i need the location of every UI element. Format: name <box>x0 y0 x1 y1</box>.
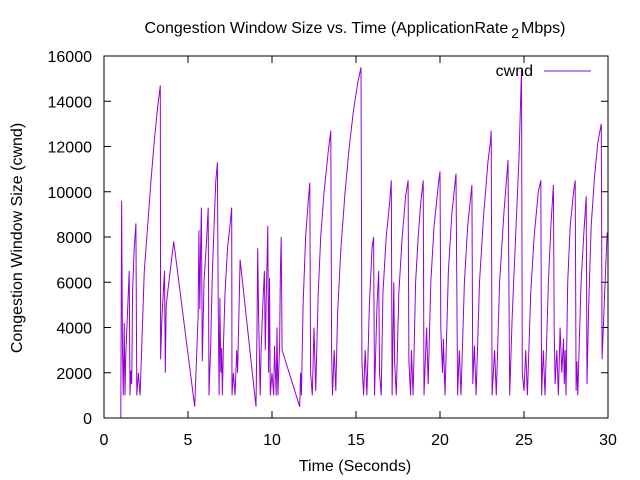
y-tick-label: 4000 <box>56 321 92 338</box>
x-tick-label: 20 <box>431 432 449 449</box>
y-tick-label: 14000 <box>48 94 93 111</box>
x-tick-label: 15 <box>347 432 365 449</box>
legend: cwnd <box>496 63 591 80</box>
x-tick-label: 10 <box>263 432 281 449</box>
chart-title-subscript: 2 <box>511 25 519 41</box>
series-line-cwnd <box>120 67 608 419</box>
y-tick-label: 12000 <box>48 140 93 157</box>
y-tick-label: 0 <box>83 411 92 428</box>
y-tick-label: 8000 <box>56 230 92 247</box>
chart-title: Congestion Window Size vs. Time (Applica… <box>145 20 566 41</box>
x-axis-label: Time (Seconds) <box>299 458 411 475</box>
y-tick-label: 16000 <box>48 49 93 66</box>
y-tick-label: 6000 <box>56 275 92 292</box>
y-tick-label: 2000 <box>56 366 92 383</box>
x-tick-label: 5 <box>184 432 193 449</box>
series-layer <box>120 67 608 419</box>
chart-title-suffix: Mbps) <box>521 20 565 37</box>
x-tick-label: 0 <box>100 432 109 449</box>
y-tick-label: 10000 <box>48 185 93 202</box>
x-tick-label: 30 <box>599 432 617 449</box>
x-tick-label: 25 <box>515 432 533 449</box>
y-axis-label: Congestion Window Size (cwnd) <box>9 123 26 353</box>
chart-title-main: Congestion Window Size vs. Time (Applica… <box>145 20 509 37</box>
axis-ticks: 0 5 10 15 20 25 30 0 2000 4000 6000 8000 10000 12000 1… <box>48 49 618 449</box>
legend-label: cwnd <box>496 63 533 80</box>
plot-border <box>103 55 609 419</box>
